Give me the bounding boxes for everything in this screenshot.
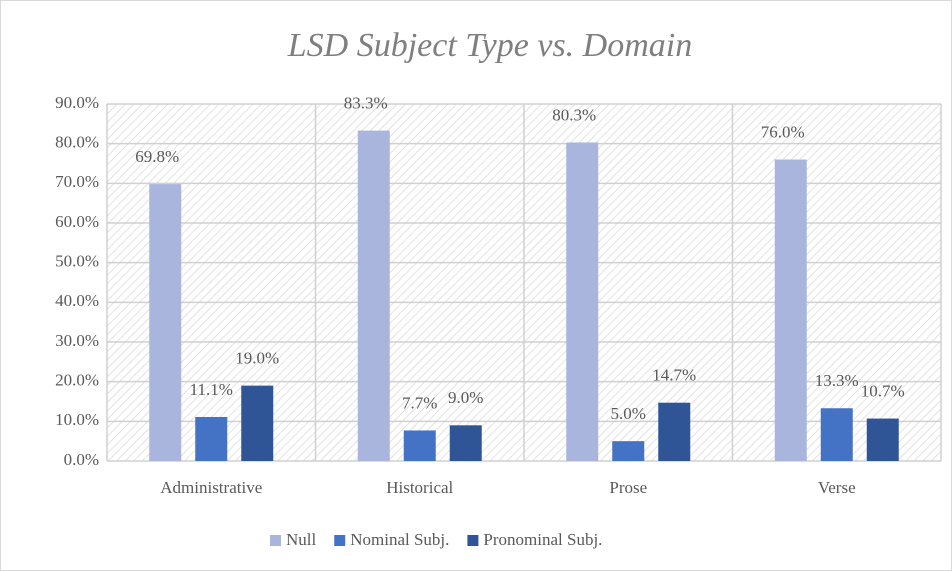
bar [658,402,691,461]
y-tick-label: 20.0% [55,371,99,390]
bar [357,130,390,461]
bar [566,142,599,461]
legend-label: Pronominal Subj. [483,530,602,549]
bar [195,416,228,461]
y-tick-label: 10.0% [55,410,99,429]
bar [149,184,182,462]
chart-title: LSD Subject Type vs. Domain [287,27,692,64]
data-label: 7.7% [402,393,437,412]
data-label: 19.0% [235,349,279,368]
y-tick-label: 90.0% [55,93,99,112]
y-tick-label: 30.0% [55,331,99,350]
data-label: 13.3% [815,371,859,390]
data-label: 14.7% [652,366,696,385]
legend-swatch [334,535,346,546]
y-tick-label: 40.0% [55,291,99,310]
bar [449,425,482,461]
legend-swatch [270,535,281,546]
y-tick-label: 80.0% [55,133,99,152]
legend-swatch [467,535,479,546]
y-tick-label: 50.0% [55,252,99,271]
data-label: 5.0% [611,404,646,423]
x-tick-label: Historical [386,478,453,497]
data-label: 80.3% [552,105,596,124]
legend-label: Null [286,530,317,549]
bar [774,159,807,462]
y-tick-label: 0.0% [64,450,99,469]
y-tick-label: 70.0% [55,172,99,191]
y-tick-label: 60.0% [55,212,99,231]
data-label: 69.8% [135,147,179,166]
bar [820,408,853,461]
legend-label: Nominal Subj. [350,530,449,549]
bar [612,441,645,461]
data-label: 83.3% [344,93,388,112]
bar [241,385,274,461]
x-tick-label: Verse [818,478,856,497]
data-label: 11.1% [190,380,233,399]
x-tick-label: Administrative [160,478,262,497]
bar [866,418,899,461]
bar [403,430,436,461]
x-tick-label: Prose [609,478,647,497]
data-label: 76.0% [761,122,805,141]
data-label: 9.0% [448,388,483,407]
data-label: 10.7% [861,381,905,400]
